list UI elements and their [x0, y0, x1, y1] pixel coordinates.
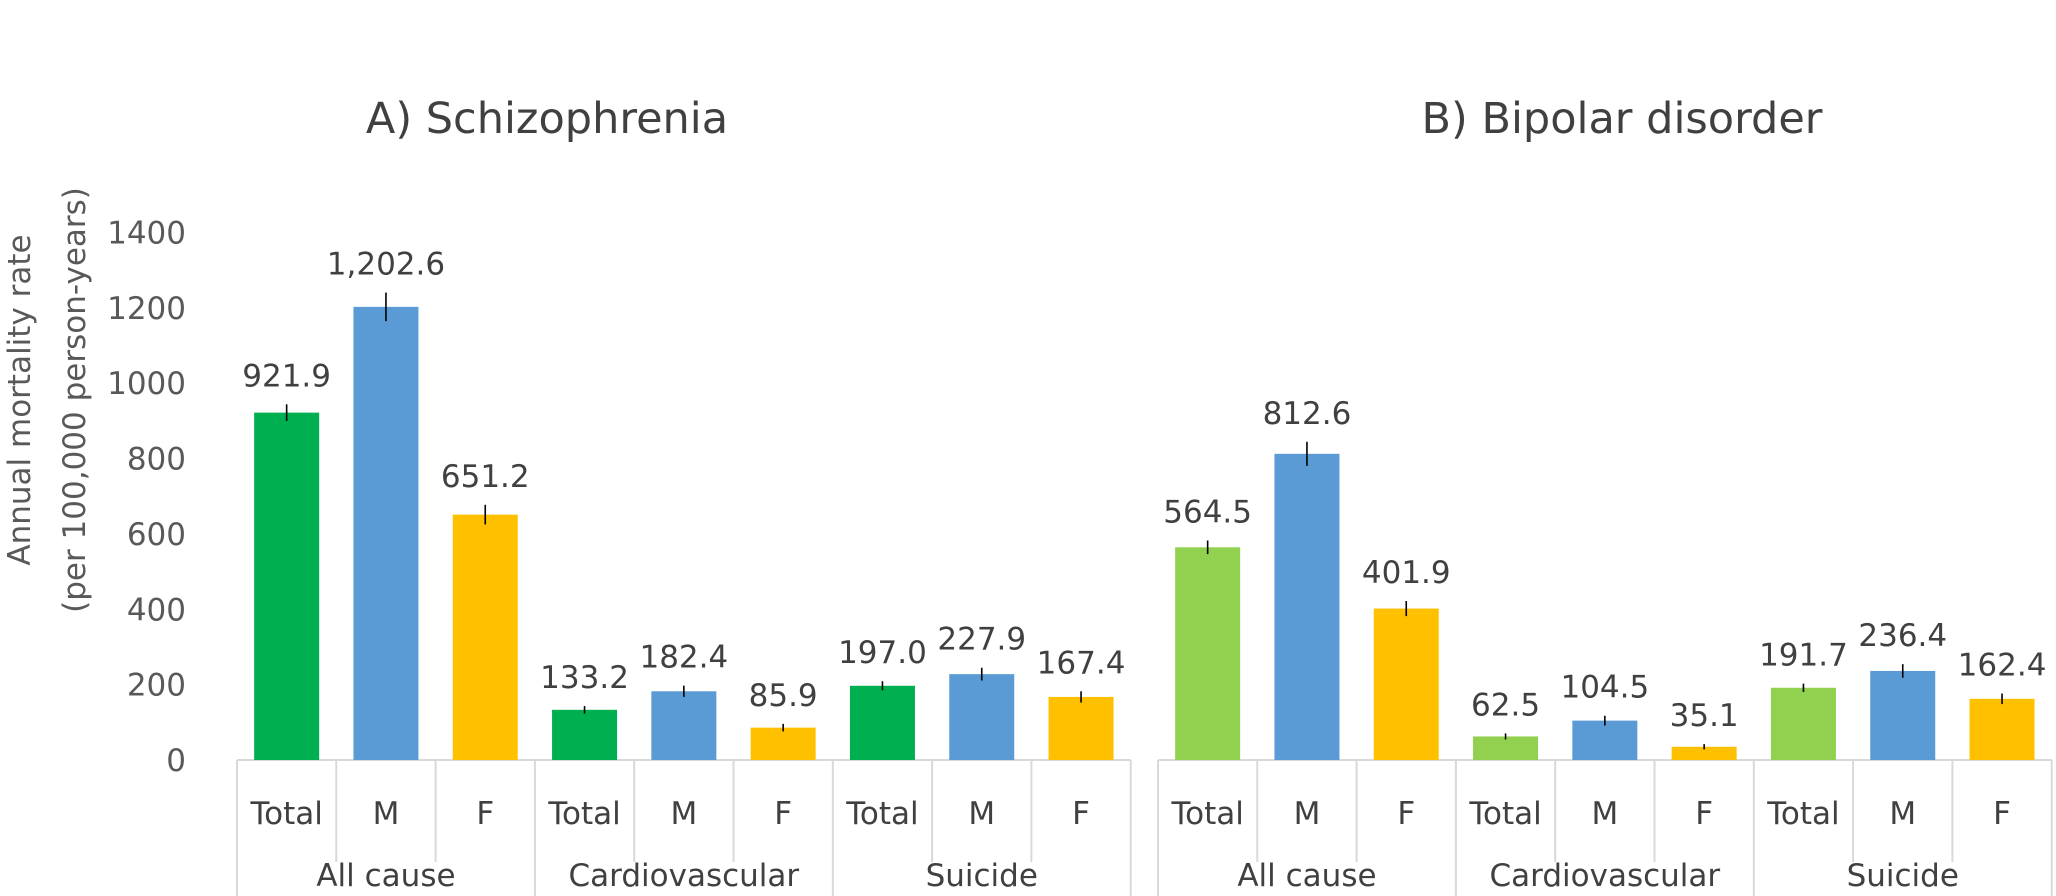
x-category-label: F — [476, 796, 494, 832]
x-group-label: All cause — [1237, 858, 1376, 894]
bar-m — [949, 674, 1015, 760]
data-label: 191.7 — [1759, 638, 1848, 674]
bar-total — [849, 685, 915, 760]
bar-total — [1770, 687, 1836, 760]
x-group-label: Cardiovascular — [1490, 858, 1721, 894]
x-group-label: Suicide — [1847, 858, 1959, 894]
data-label: 197.0 — [838, 635, 927, 671]
y-tick-label: 1200 — [107, 291, 186, 327]
panel-bipolar-disorder: B) Bipolar disorder 564.5 Total 812.6 M 401.9… — [1157, 94, 2053, 896]
data-label: 162.4 — [1958, 648, 2047, 684]
x-category-label: F — [1993, 796, 2011, 832]
data-label: 167.4 — [1037, 645, 1126, 681]
y-tick-label: 600 — [127, 517, 186, 553]
bar-total — [1175, 547, 1241, 760]
x-category-label: Total — [249, 796, 322, 832]
x-category-label: Total — [1468, 796, 1541, 832]
bar-m — [1572, 720, 1638, 760]
bar-m — [1274, 453, 1340, 760]
y-tick-label: 0 — [166, 743, 186, 779]
bar-f — [1373, 608, 1439, 760]
data-label: 564.5 — [1163, 495, 1252, 531]
x-category-label: M — [670, 796, 697, 832]
data-label: 236.4 — [1858, 618, 1947, 654]
bar-m — [353, 306, 419, 760]
y-axis-title: Annual mortality rate (per 100,000 person… — [2, 187, 93, 613]
x-category-label: M — [968, 796, 995, 832]
x-category-label: M — [373, 796, 400, 832]
x-group-label: Cardiovascular — [569, 858, 800, 894]
x-category-label: Total — [845, 796, 918, 832]
x-category-label: M — [1889, 796, 1916, 832]
x-category-label: Total — [547, 796, 620, 832]
x-category-label: Total — [1170, 796, 1243, 832]
x-category-label: F — [1072, 796, 1090, 832]
data-label: 85.9 — [749, 678, 818, 714]
data-label: 35.1 — [1670, 698, 1739, 734]
y-tick-label: 800 — [127, 442, 186, 478]
data-label: 62.5 — [1471, 687, 1540, 723]
data-label: 651.2 — [441, 459, 530, 495]
bar-total — [1473, 736, 1539, 760]
x-group-label: Suicide — [926, 858, 1038, 894]
bar-f — [1671, 746, 1737, 760]
panel-title: B) Bipolar disorder — [1422, 94, 1823, 144]
y-axis: 0 200 400 600 800 1000 1200 1400 Annual mortalit… — [2, 187, 186, 779]
y-axis-title-line: Annual mortality rate — [2, 234, 38, 565]
bar-total — [552, 709, 618, 760]
y-tick-label: 200 — [127, 668, 186, 704]
y-axis-title-line: (per 100,000 person-years) — [57, 187, 93, 613]
y-tick-label: 1400 — [107, 215, 186, 251]
x-category-label: M — [1591, 796, 1618, 832]
panel-schizophrenia: A) Schizophrenia 921.9 Total 1,202.6 M 651.2 F… — [236, 94, 1132, 896]
y-tick-label: 400 — [127, 592, 186, 628]
x-category-label: F — [1397, 796, 1415, 832]
bar-m — [651, 691, 717, 760]
x-category-label: Total — [1766, 796, 1839, 832]
bar-total — [254, 412, 320, 760]
bar-f — [750, 727, 816, 760]
x-category-label: M — [1294, 796, 1321, 832]
data-label: 133.2 — [540, 660, 629, 696]
data-label: 921.9 — [242, 358, 331, 394]
data-label: 182.4 — [639, 640, 728, 676]
panel-title: A) Schizophrenia — [366, 94, 728, 144]
bar-f — [1048, 696, 1114, 760]
data-label: 227.9 — [937, 622, 1026, 658]
x-group-label: All cause — [316, 858, 455, 894]
data-label: 401.9 — [1362, 555, 1451, 591]
y-tick-label: 1000 — [107, 366, 186, 402]
data-label: 104.5 — [1560, 670, 1649, 706]
x-category-label: F — [1695, 796, 1713, 832]
data-label: 1,202.6 — [327, 247, 445, 283]
bar-m — [1870, 670, 1936, 760]
x-category-label: F — [774, 796, 792, 832]
data-label: 812.6 — [1263, 396, 1352, 432]
bar-f — [1969, 698, 2035, 760]
bar-f — [452, 514, 518, 760]
